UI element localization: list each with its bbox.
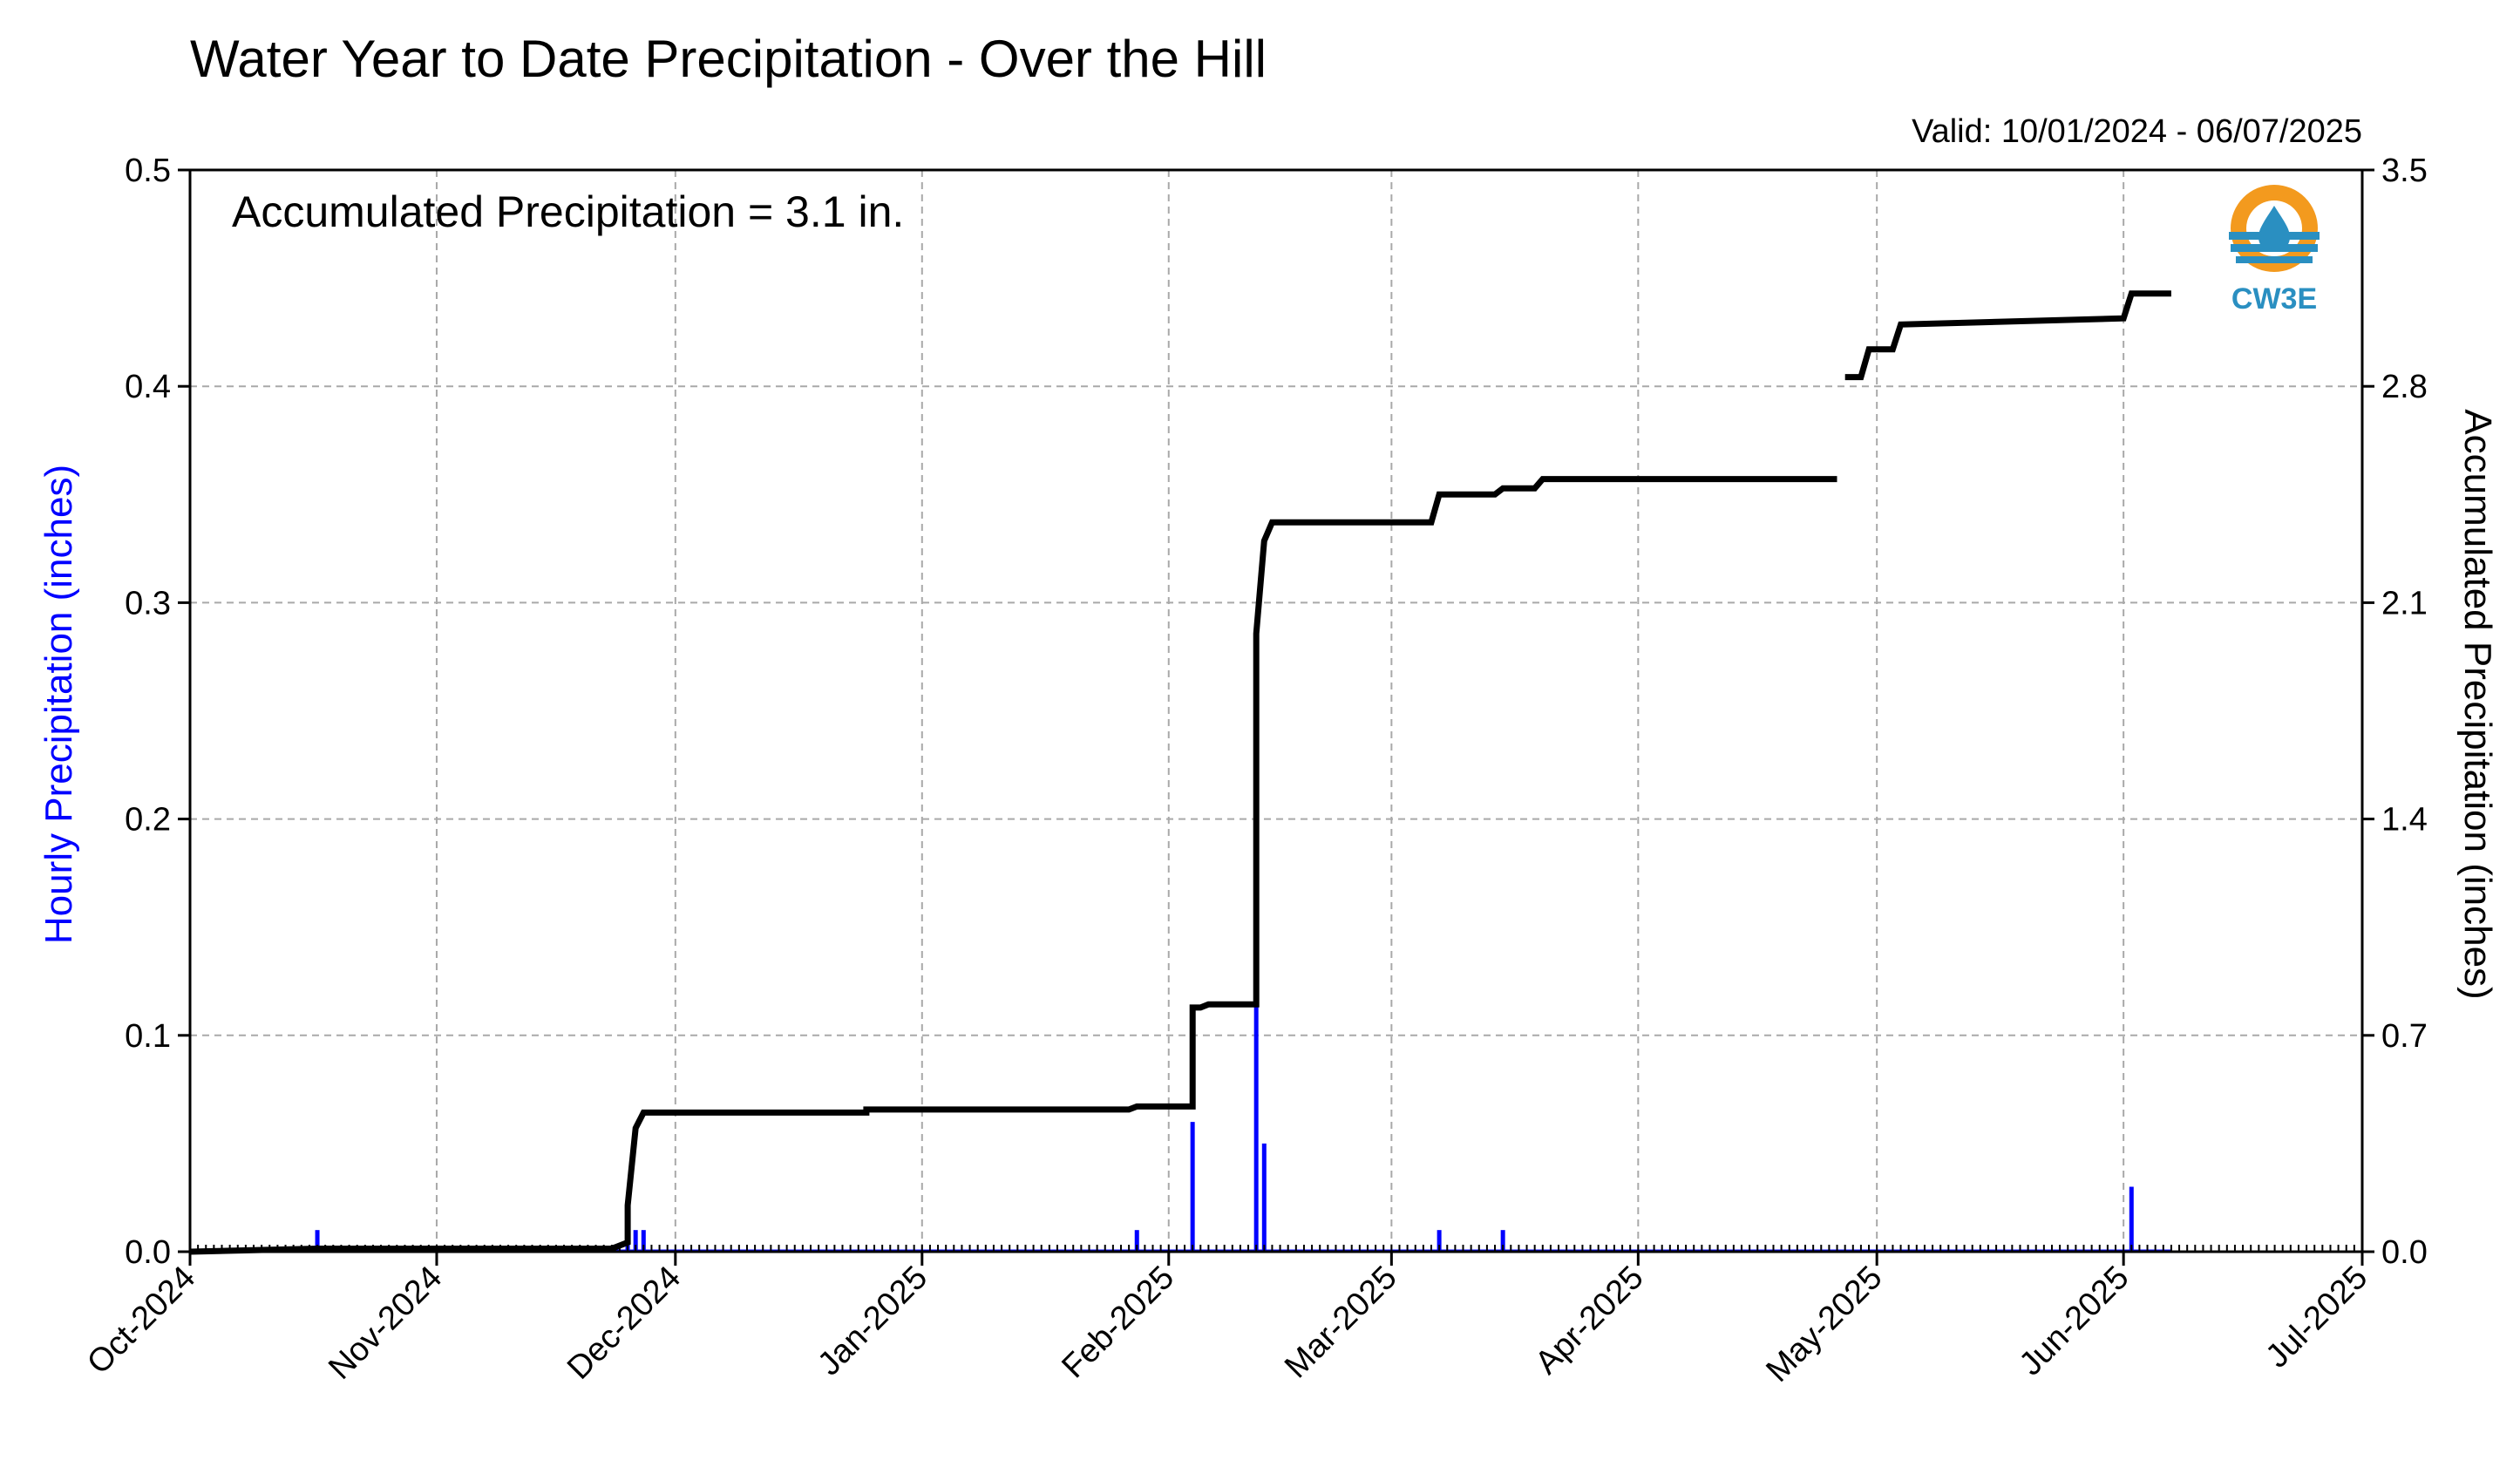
x-tick-label: Feb-2025 — [1055, 1260, 1181, 1386]
accumulated-line — [189, 290, 2171, 1255]
y-right-tick-label: 0.7 — [2381, 1018, 2428, 1055]
y-left-tick-label: 0.4 — [125, 369, 171, 405]
valid-date-range: Valid: 10/01/2024 - 06/07/2025 — [1912, 113, 2362, 150]
x-tick-label: Jan-2025 — [811, 1260, 934, 1383]
plot-frame — [188, 168, 2364, 1253]
y-left-tick-label: 0.1 — [125, 1018, 171, 1055]
logo-wave-1 — [2229, 232, 2320, 240]
x-tick-label: May-2025 — [1759, 1260, 1889, 1389]
y-left-tick-label: 0.5 — [125, 153, 171, 189]
y-right-tick-label: 2.1 — [2381, 585, 2428, 621]
x-tick-label: Nov-2024 — [322, 1260, 449, 1387]
chart-title: Water Year to Date Precipitation - Over … — [190, 30, 1267, 88]
accumulated-annotation: Accumulated Precipitation = 3.1 in. — [232, 187, 904, 236]
y-right-tick-label: 2.8 — [2381, 369, 2428, 405]
y-right-tick-label: 1.4 — [2381, 802, 2428, 839]
cw3e-logo: CW3E — [2229, 185, 2320, 316]
x-tick-label: Jul-2025 — [2259, 1260, 2375, 1375]
accumulated-line-segment — [189, 476, 1837, 1255]
x-tick-label: Mar-2025 — [1278, 1260, 1404, 1386]
logo-wave-2 — [2231, 244, 2318, 252]
gridlines — [190, 170, 2362, 1252]
x-tick-label: Jun-2025 — [2013, 1260, 2136, 1383]
logo-drop-icon — [2258, 206, 2290, 252]
y-left-tick-label: 0.0 — [125, 1234, 171, 1271]
y-right-tick-label: 0.0 — [2381, 1234, 2428, 1271]
accumulated-line-segment — [1844, 290, 2171, 381]
y-right-tick-label: 3.5 — [2381, 153, 2428, 189]
logo-text: CW3E — [2231, 282, 2317, 316]
y-left-axis-label: Hourly Precipitation (inches) — [37, 465, 80, 944]
x-tick-label: Dec-2024 — [560, 1260, 688, 1387]
x-tick-label: Oct-2024 — [80, 1260, 202, 1382]
x-tick-label: Apr-2025 — [1528, 1260, 1650, 1382]
logo-wave-3 — [2236, 256, 2313, 263]
y-right-axis-label: Accumulated Precipitation (inches) — [2456, 409, 2499, 999]
y-left-tick-label: 0.2 — [125, 802, 171, 839]
hourly-bars — [190, 992, 2171, 1253]
y-left-tick-label: 0.3 — [125, 585, 171, 621]
